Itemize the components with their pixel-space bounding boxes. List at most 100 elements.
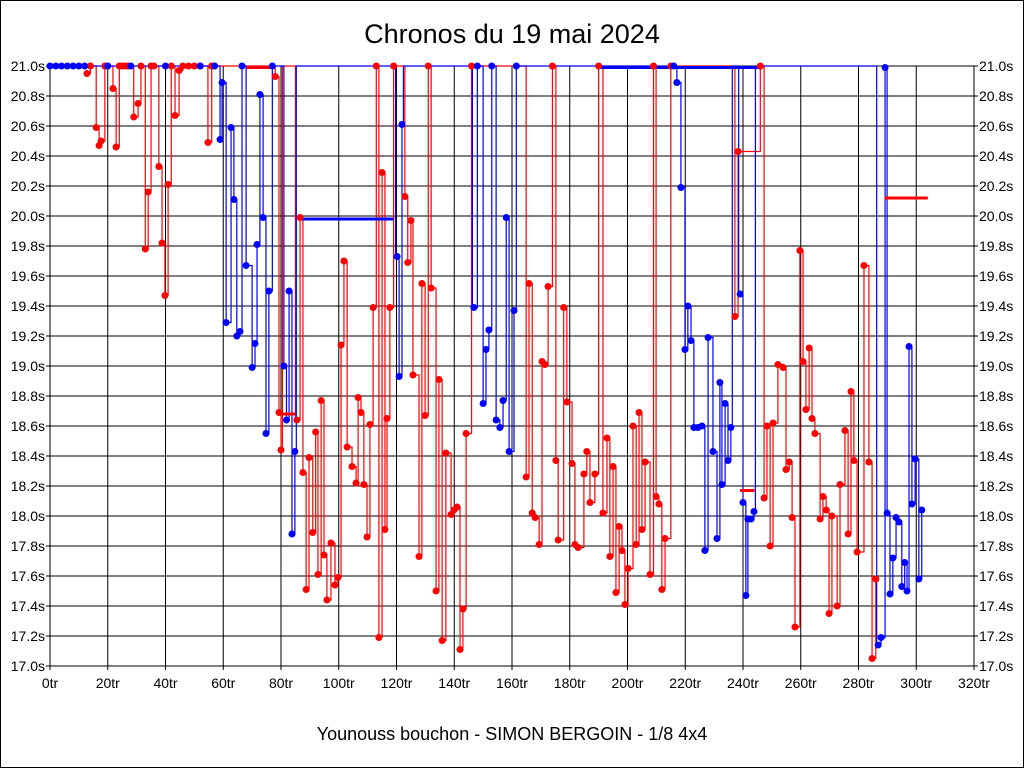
red-data-point <box>383 415 391 422</box>
grid <box>46 65 978 670</box>
red-data-point <box>404 259 412 266</box>
y-tick-label-left: 18.4s <box>11 448 45 464</box>
red-data-point <box>756 62 764 70</box>
blue-data-point <box>253 241 261 248</box>
red-data-point <box>808 415 816 422</box>
blue-data-point <box>479 400 487 407</box>
blue-data-point <box>216 136 224 143</box>
y-tick-label-left: 19.4s <box>11 298 45 314</box>
red-data-point <box>309 529 317 536</box>
y-tick-label-left: 17.8s <box>11 538 45 554</box>
blue-data-point <box>903 587 911 595</box>
red-data-point <box>375 634 383 641</box>
red-data-point <box>409 371 417 379</box>
red-data-point <box>302 586 310 593</box>
blue-data-point <box>874 641 882 649</box>
x-tick-label: 80tr <box>269 675 293 691</box>
red-data-point <box>167 62 175 70</box>
red-data-point <box>407 217 415 224</box>
red-data-point <box>185 62 193 70</box>
blue-data-point <box>499 397 507 404</box>
y-tick-label-right: 19.2s <box>979 328 1013 344</box>
red-data-point <box>161 292 169 299</box>
red-data-point <box>299 469 307 476</box>
blue-data-point <box>470 304 478 311</box>
y-tick-label-right: 19.0s <box>979 358 1013 374</box>
red-data-point <box>459 605 467 613</box>
red-data-point <box>327 539 335 547</box>
blue-data-point <box>677 184 685 191</box>
blue-data-point <box>285 287 293 295</box>
y-tick-label-left: 20.6s <box>11 118 45 134</box>
red-data-point <box>137 62 145 70</box>
red-data-point <box>760 494 768 502</box>
y-tick-label-left: 19.0s <box>11 358 45 374</box>
red-data-point <box>586 499 594 506</box>
red-data-point <box>595 62 603 70</box>
red-data-point <box>548 62 556 70</box>
red-data-point <box>86 62 94 70</box>
red-data-point <box>427 284 435 292</box>
blue-data-point <box>162 62 169 70</box>
red-data-point <box>629 422 637 430</box>
y-tick-label-left: 21.0s <box>11 58 45 74</box>
blue-data-point <box>883 509 891 517</box>
red-series-line <box>86 65 877 660</box>
blue-data-point <box>288 530 296 538</box>
y-tick-label-right: 17.2s <box>979 628 1013 644</box>
red-data-point <box>164 181 172 188</box>
blue-data-point <box>698 422 706 430</box>
blue-data-point <box>58 62 66 70</box>
blue-data-point <box>704 334 712 341</box>
red-data-point <box>144 188 152 196</box>
red-data-point <box>348 463 356 470</box>
red-data-point <box>850 457 858 464</box>
blue-data-point <box>485 326 493 334</box>
red-data-point <box>788 514 796 521</box>
blue-data-point <box>898 583 906 590</box>
blue-data-point <box>291 448 299 455</box>
x-tick-label: 180tr <box>554 675 586 691</box>
red-data-point <box>580 470 588 478</box>
red-data-point <box>418 280 426 287</box>
y-tick-label-left: 19.6s <box>11 268 45 284</box>
x-tick-label: 120tr <box>381 675 413 691</box>
red-data-point <box>734 148 742 155</box>
red-data-point <box>190 62 198 70</box>
red-data-point <box>819 493 827 500</box>
blue-data-point <box>911 455 919 463</box>
y-tick-label-left: 19.8s <box>11 238 45 254</box>
blue-data-point <box>742 592 750 599</box>
red-data-point <box>141 245 149 253</box>
red-data-point <box>525 280 533 287</box>
blue-data-point <box>492 416 500 424</box>
red-data-point <box>171 112 179 119</box>
blue-data-point <box>488 62 496 70</box>
y-tick-label-left: 19.2s <box>11 328 45 344</box>
y-tick-label-right: 20.4s <box>979 148 1013 164</box>
blue-data-point <box>673 79 681 86</box>
blue-data-point <box>918 506 926 514</box>
blue-data-point <box>505 448 513 455</box>
blue-data-point <box>901 559 909 566</box>
blue-data-point <box>242 262 250 269</box>
blue-data-point <box>395 373 403 380</box>
red-data-point <box>453 503 461 511</box>
red-data-point <box>638 526 646 533</box>
blue-data-point <box>259 214 267 221</box>
red-data-point <box>591 470 599 478</box>
red-data-point <box>337 341 345 349</box>
y-tick-label-right: 18.2s <box>979 478 1013 494</box>
blue-data-point <box>248 364 256 371</box>
red-data-point <box>615 523 623 530</box>
y-tick-label-right: 17.8s <box>979 538 1013 554</box>
red-data-point <box>811 430 819 437</box>
blue-data-point <box>222 319 230 326</box>
red-data-point <box>655 500 663 508</box>
red-data-point <box>731 313 739 320</box>
red-data-point <box>535 541 543 548</box>
blue-data-point <box>482 346 490 353</box>
x-tick-label: 220tr <box>669 675 701 691</box>
x-tick-label: 20tr <box>96 675 120 691</box>
